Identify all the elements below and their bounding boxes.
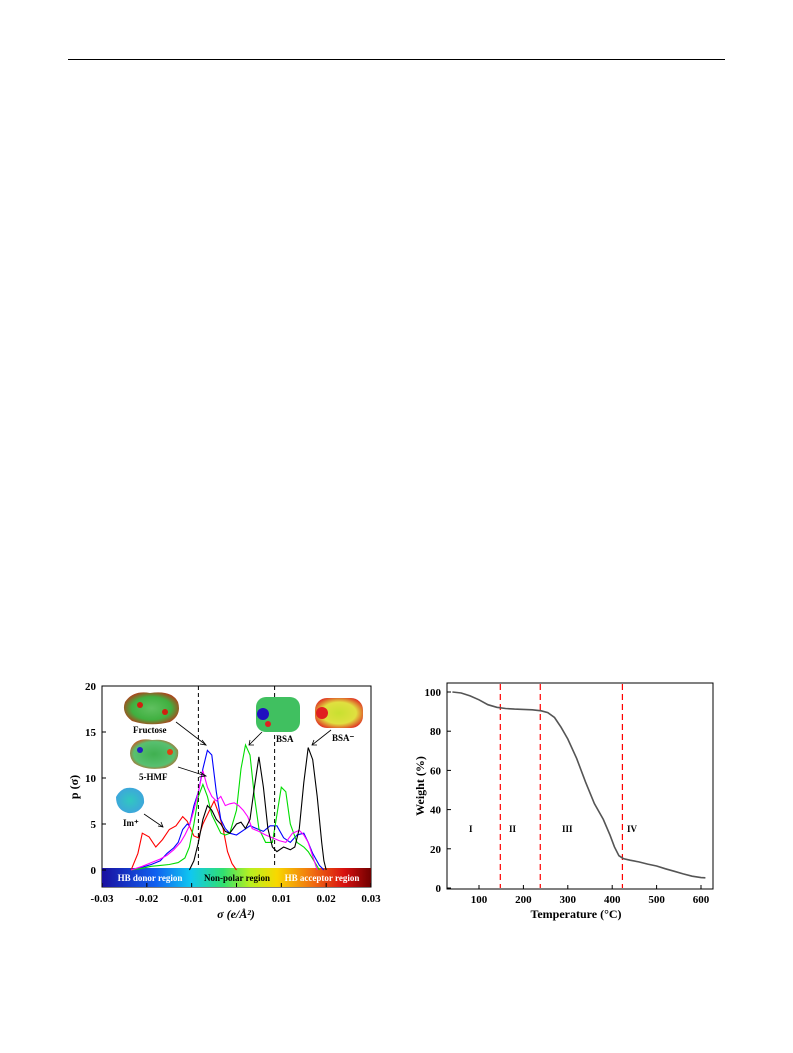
y-axis-title: Weight (%) — [413, 756, 427, 816]
x-tick-label: 600 — [693, 894, 710, 906]
sigma-profile-series — [188, 747, 327, 871]
region-label-acceptor: HB acceptor region — [285, 873, 360, 883]
weight-loss-curve — [452, 691, 706, 879]
sigma-profile-series — [130, 770, 318, 871]
x-tick-label: 0.02 — [317, 893, 337, 905]
region-label-donor: HB donor region — [118, 873, 183, 883]
stage-label-iv: IV — [627, 824, 638, 834]
5-hmf-label: 5-HMF — [139, 772, 168, 782]
im-arrow — [143, 813, 164, 828]
y-tick-label: 0 — [91, 865, 97, 877]
y-tick-label: 15 — [85, 727, 97, 739]
x-tick-label: 300 — [560, 894, 577, 906]
5-hmf-arrow — [177, 766, 207, 777]
y-tick-label: 60 — [430, 765, 442, 777]
im-cation-label: Im⁺ — [123, 818, 139, 828]
x-tick-label: 100 — [471, 894, 488, 906]
sigma-profile-series — [131, 743, 320, 871]
y-axis-title: p (σ) — [67, 775, 81, 799]
stage-label-iii: III — [562, 824, 573, 834]
y-tick-label: 40 — [430, 805, 442, 817]
im-arrow-head — [157, 821, 164, 828]
bsa-anion-arrow — [311, 729, 332, 746]
y-tick-label: 20 — [85, 681, 97, 693]
y-tick-label: 0 — [436, 883, 442, 895]
plot-frame — [446, 682, 714, 890]
stage-label-ii: II — [509, 824, 517, 834]
bsa-anion-arrow-head — [311, 739, 317, 746]
x-axis-title: σ (e/Å²) — [217, 907, 255, 921]
x-tick-label: 400 — [604, 894, 621, 906]
fructose-label: Fructose — [133, 725, 167, 735]
y-tick-label: 80 — [430, 726, 442, 738]
x-tick-label: 200 — [515, 894, 532, 906]
y-tick-label: 10 — [85, 773, 97, 785]
fructose-arrow-head — [199, 739, 207, 746]
sigma-profile-series — [130, 749, 325, 871]
fructose-arrow — [175, 721, 207, 746]
bsa-anion-label: BSA⁻ — [332, 733, 355, 743]
x-axis-title: Temperature (°C) — [530, 907, 621, 921]
x-tick-label: 0.03 — [361, 893, 381, 905]
bsa-molecule-image — [256, 697, 300, 732]
x-tick-label: 0.00 — [227, 893, 247, 905]
page-header-rule — [68, 59, 725, 60]
stage-label-i: I — [469, 824, 473, 834]
polarity-color-bar — [102, 868, 371, 887]
bsa-anion-molecule-image — [315, 698, 363, 728]
x-tick-label: -0.02 — [135, 893, 158, 905]
bsa-arrow — [248, 731, 263, 746]
y-tick-label: 100 — [425, 687, 442, 699]
im-cation-molecule-image — [116, 787, 145, 814]
5-hmf-arrow-head — [198, 771, 208, 778]
x-tick-label: -0.01 — [180, 893, 203, 905]
region-label-nonpolar: Non-polar region — [204, 873, 270, 883]
bsa-arrow-head — [248, 739, 254, 746]
bsa-label: BSA — [276, 734, 294, 744]
fructose-molecule-image — [123, 692, 179, 725]
x-tick-label: 500 — [648, 894, 665, 906]
y-tick-label: 5 — [91, 819, 97, 831]
y-tick-label: 20 — [430, 844, 442, 856]
x-tick-label: 0.01 — [272, 893, 291, 905]
5-hmf-molecule-image — [130, 739, 179, 769]
x-tick-label: -0.03 — [91, 893, 114, 905]
